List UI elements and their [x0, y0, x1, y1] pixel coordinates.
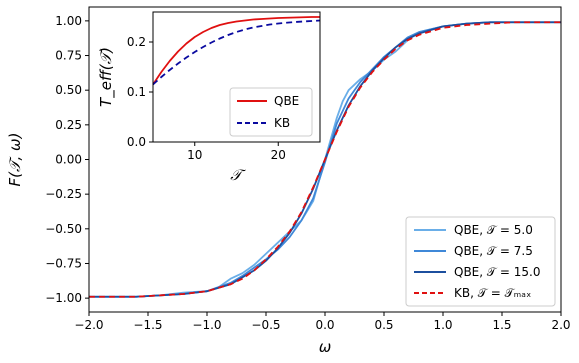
- inset-ticks: 10 20 0.0 0.1 0.2: [127, 35, 286, 162]
- chart0-y-tick-label-5: 0.25: [55, 118, 82, 132]
- main-y-axis-label: F(𝒯, ω): [6, 133, 24, 187]
- chart0-y-tick-label-4: 0.00: [55, 153, 82, 167]
- main-series: [89, 21, 561, 298]
- chart0-x-tick-label-4: 0.0: [315, 318, 334, 332]
- chart1-y-tick-label-1: 0.1: [127, 85, 146, 99]
- main-plot-frame: [88, 6, 562, 313]
- chart1-series-line-1: [152, 19, 321, 86]
- chart0-x-tick-label-3: −0.5: [251, 318, 280, 332]
- chart1-x-tick-label-1: 20: [271, 148, 286, 162]
- chart0-x-tick-label-6: 1.0: [433, 318, 452, 332]
- chart1-series-line-0: [152, 16, 320, 85]
- inset-legend-label-1: QBE: [274, 94, 299, 108]
- chart0-y-tick-label-0: −1.00: [45, 291, 82, 305]
- chart0-y-tick-label-7: 0.75: [55, 49, 82, 63]
- main-x-axis-label: ω: [319, 338, 332, 356]
- main-legend: QBE, 𝒯 = 5.0 QBE, 𝒯 = 7.5 QBE, 𝒯 = 15.0 …: [405, 216, 556, 307]
- chart0-x-tick-label-7: 1.5: [492, 318, 511, 332]
- chart1-y-tick-label-0: 0.0: [127, 135, 146, 149]
- main-legend-box: [405, 216, 556, 307]
- inset-legend-box: [229, 87, 313, 137]
- chart0-y-tick-label-2: −0.50: [45, 222, 82, 236]
- inset-legend: QBE KB: [229, 87, 313, 137]
- main-legend-label-3: QBE, 𝒯 = 15.0: [454, 265, 540, 279]
- chart0-x-tick-label-2: −1.0: [192, 318, 221, 332]
- main-legend-label-4: KB, 𝒯 = 𝒯ₘₐₓ: [454, 286, 531, 300]
- main-ticks: −2.0 −1.5 −1.0 −0.5 0.0 0.5 1.0 1.5 2.0 −1.00 −0.7…: [45, 14, 570, 332]
- chart0-y-tick-label-6: 0.50: [55, 83, 82, 97]
- chart0-y-tick-label-8: 1.00: [55, 14, 82, 28]
- inset-y-axis-label: T_eff(𝒯): [97, 47, 116, 107]
- chart0-x-tick-label-1: −1.5: [133, 318, 162, 332]
- inset-chart: 10 200.00.10.2 𝒯 T_eff(𝒯) QBE KB: [97, 11, 321, 184]
- inset-series: [152, 16, 321, 86]
- main-legend-label-2: QBE, 𝒯 = 7.5: [454, 244, 533, 258]
- chart1-x-tick-label-0: 10: [187, 148, 202, 162]
- inset-plot-frame: [152, 11, 321, 143]
- chart0-y-tick-label-1: −0.75: [45, 256, 82, 270]
- chart0-x-tick-label-8: 2.0: [551, 318, 570, 332]
- chart0-y-tick-label-3: −0.25: [45, 187, 82, 201]
- main-legend-label-1: QBE, 𝒯 = 5.0: [454, 223, 533, 237]
- chart0-series-line-3: [89, 21, 561, 298]
- chart0-x-tick-label-5: 0.5: [374, 318, 393, 332]
- chart1-y-tick-label-2: 0.2: [127, 35, 146, 49]
- inset-legend-label-2: KB: [274, 116, 290, 130]
- chart0-x-tick-label-0: −2.0: [74, 318, 103, 332]
